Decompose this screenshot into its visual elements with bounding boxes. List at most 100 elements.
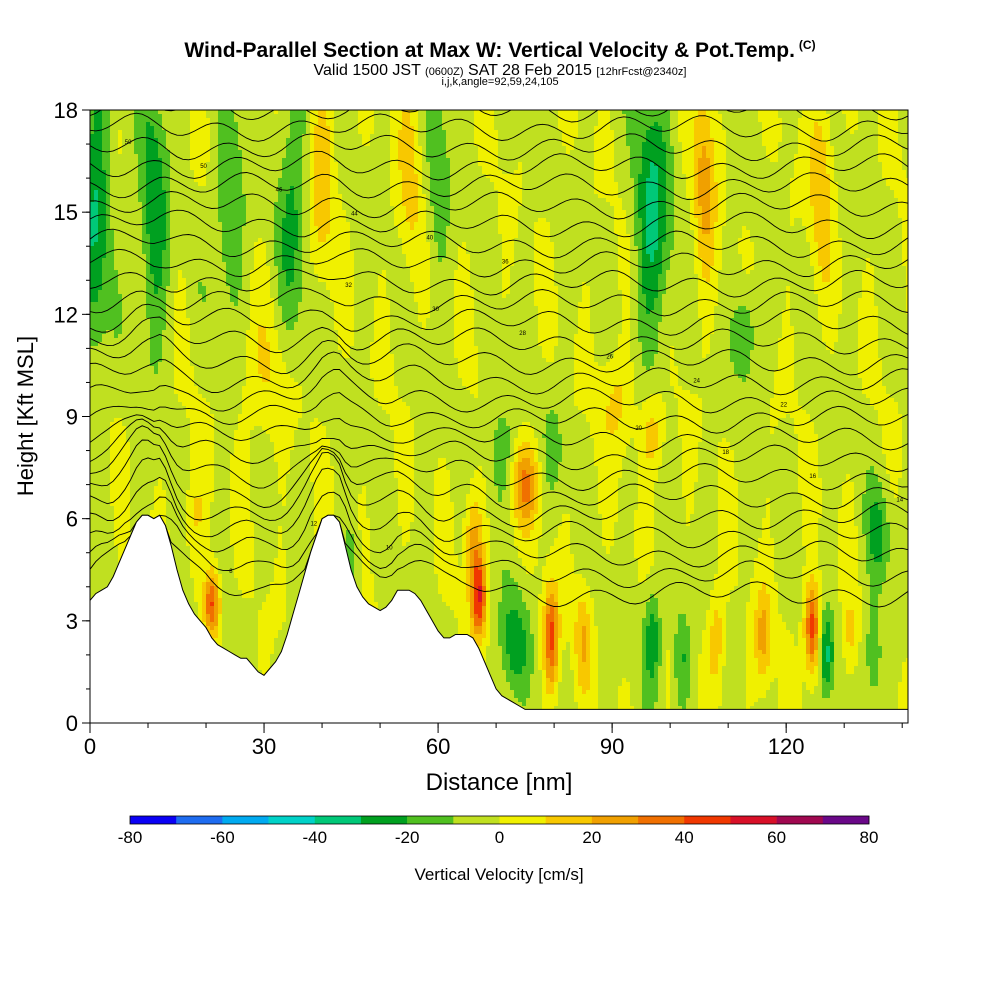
velocity-cell (110, 506, 115, 511)
velocity-cell (114, 358, 119, 363)
velocity-cell (118, 374, 123, 379)
velocity-cell (122, 266, 127, 271)
velocity-cell (126, 306, 131, 311)
velocity-cell (94, 566, 99, 571)
velocity-cell (122, 242, 127, 247)
velocity-cell (106, 274, 111, 279)
velocity-cell (94, 342, 99, 347)
velocity-cell (102, 298, 107, 303)
velocity-cell (110, 398, 115, 403)
velocity-cell (126, 226, 131, 231)
velocity-cell (110, 186, 115, 191)
velocity-cell (106, 562, 111, 567)
velocity-cell (110, 562, 115, 567)
velocity-cell (126, 450, 131, 455)
velocity-cell (118, 482, 123, 487)
velocity-cell (106, 238, 111, 243)
velocity-cell (90, 522, 95, 527)
velocity-cell (90, 502, 95, 507)
velocity-cell (98, 386, 103, 391)
velocity-cell (90, 582, 95, 587)
velocity-cell (118, 226, 123, 231)
velocity-cell (90, 574, 95, 579)
velocity-cell (102, 242, 107, 247)
velocity-cell (130, 386, 135, 391)
velocity-cell (110, 490, 115, 495)
velocity-cell (114, 134, 119, 139)
velocity-cell (114, 162, 119, 167)
velocity-cell (106, 318, 111, 323)
velocity-cell (130, 458, 135, 463)
velocity-cell (118, 458, 123, 463)
velocity-cell (122, 202, 127, 207)
velocity-cell (110, 374, 115, 379)
velocity-cell (130, 150, 135, 155)
velocity-cell (126, 214, 131, 219)
velocity-cell (90, 274, 95, 279)
velocity-cell (114, 318, 119, 323)
velocity-cell (122, 358, 127, 363)
velocity-cell (102, 358, 107, 363)
velocity-cell (106, 186, 111, 191)
velocity-cell (106, 110, 111, 115)
velocity-cell (102, 266, 107, 271)
velocity-cell (102, 390, 107, 395)
velocity-cell (102, 318, 107, 323)
velocity-cell (90, 254, 95, 259)
velocity-cell (122, 134, 127, 139)
velocity-cell (98, 534, 103, 539)
velocity-cell (126, 246, 131, 251)
velocity-cell (126, 198, 131, 203)
velocity-cell (130, 342, 135, 347)
velocity-cell (102, 454, 107, 459)
velocity-cell (98, 486, 103, 491)
velocity-cell (94, 198, 99, 203)
velocity-cell (98, 550, 103, 555)
velocity-cell (98, 222, 103, 227)
velocity-cell (110, 402, 115, 407)
velocity-cell (114, 294, 119, 299)
velocity-cell (126, 146, 131, 151)
velocity-cell (122, 362, 127, 367)
velocity-cell (94, 378, 99, 383)
velocity-cell (114, 242, 119, 247)
velocity-cell (98, 374, 103, 379)
velocity-cell (114, 558, 119, 563)
velocity-cell (98, 366, 103, 371)
velocity-cell (94, 450, 99, 455)
velocity-cell (94, 462, 99, 467)
velocity-cell (94, 178, 99, 183)
velocity-cell (102, 262, 107, 267)
velocity-cell (90, 322, 95, 327)
velocity-cell (114, 330, 119, 335)
velocity-cell (98, 210, 103, 215)
velocity-cell (102, 210, 107, 215)
velocity-cell (110, 382, 115, 387)
velocity-cell (122, 514, 127, 519)
velocity-cell (118, 222, 123, 227)
velocity-cell (122, 438, 127, 443)
velocity-cell (126, 310, 131, 315)
velocity-cell (110, 394, 115, 399)
velocity-cell (114, 298, 119, 303)
velocity-cell (94, 406, 99, 411)
velocity-cell (102, 570, 107, 575)
velocity-cell (118, 138, 123, 143)
velocity-cell (110, 314, 115, 319)
velocity-cell (130, 482, 135, 487)
velocity-cell (118, 282, 123, 287)
velocity-cell (94, 354, 99, 359)
velocity-cell (114, 234, 119, 239)
velocity-cell (114, 374, 119, 379)
velocity-cell (102, 158, 107, 163)
velocity-cell (130, 182, 135, 187)
velocity-cell (118, 330, 123, 335)
velocity-cell (102, 246, 107, 251)
velocity-cell (106, 498, 111, 503)
velocity-cell (98, 474, 103, 479)
velocity-cell (114, 466, 119, 471)
velocity-cell (94, 538, 99, 543)
velocity-cell (98, 578, 103, 583)
velocity-cell (110, 542, 115, 547)
velocity-cell (114, 506, 119, 511)
